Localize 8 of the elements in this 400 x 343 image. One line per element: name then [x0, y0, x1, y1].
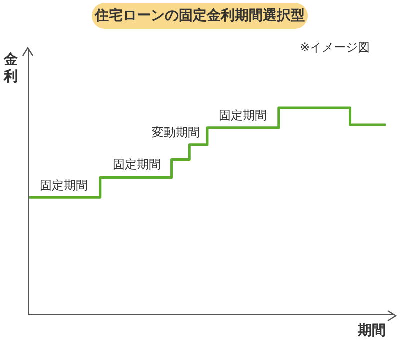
annotation: 固定期間 [219, 108, 267, 124]
y-axis-title: 金利 [3, 52, 19, 86]
chart-title: 住宅ローンの固定金利期間選択型 [92, 3, 308, 29]
x-axis-title: 期間 [358, 322, 386, 340]
annotation: 固定期間 [113, 156, 161, 174]
text: ※イメージ図 [300, 40, 370, 56]
annotation: 固定期間 [40, 178, 88, 194]
annotation: 変動期間 [152, 124, 200, 142]
